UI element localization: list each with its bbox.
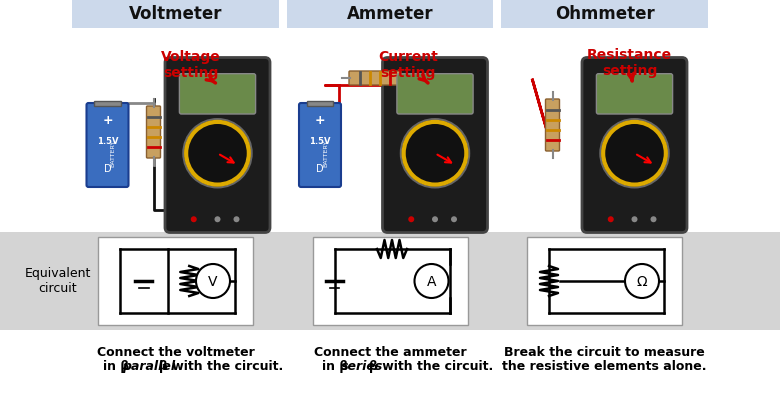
FancyBboxPatch shape (147, 106, 161, 158)
Circle shape (651, 216, 657, 222)
Text: β with the circuit.: β with the circuit. (159, 360, 283, 373)
FancyBboxPatch shape (87, 103, 129, 187)
Circle shape (196, 264, 230, 298)
Bar (72, 0, 279, 28)
Bar (94, 101, 121, 106)
Text: Voltmeter: Voltmeter (129, 5, 222, 23)
FancyBboxPatch shape (582, 58, 687, 232)
Text: series: series (341, 360, 383, 373)
Circle shape (632, 216, 637, 222)
Text: β with the circuit.: β with the circuit. (369, 360, 493, 373)
Circle shape (183, 119, 252, 188)
Text: Current
setting: Current setting (378, 50, 438, 83)
Text: Connect the voltmeter: Connect the voltmeter (97, 346, 254, 359)
Circle shape (451, 216, 457, 222)
Bar (501, 0, 708, 28)
Circle shape (401, 119, 470, 188)
Bar (501, 28, 708, 232)
Circle shape (414, 264, 448, 298)
Text: Break the circuit to measure: Break the circuit to measure (504, 346, 705, 359)
Text: Voltage
setting: Voltage setting (161, 50, 221, 83)
Circle shape (608, 216, 614, 222)
Text: D: D (316, 164, 324, 174)
Circle shape (233, 216, 239, 222)
Text: parallel: parallel (122, 360, 175, 373)
Text: Ohmmeter: Ohmmeter (555, 5, 654, 23)
Text: BATTERY: BATTERY (111, 139, 115, 167)
FancyBboxPatch shape (299, 103, 341, 187)
Text: A: A (427, 275, 436, 289)
Text: 1.5V: 1.5V (97, 136, 119, 146)
FancyBboxPatch shape (382, 58, 488, 232)
Circle shape (601, 119, 668, 188)
Bar (287, 0, 494, 28)
Text: +: + (314, 114, 325, 128)
FancyBboxPatch shape (545, 99, 559, 151)
FancyBboxPatch shape (179, 74, 256, 114)
FancyBboxPatch shape (597, 74, 672, 114)
Bar (307, 101, 333, 106)
Bar (527, 237, 682, 325)
Text: Resistance
setting: Resistance setting (587, 48, 672, 81)
Bar (0, 232, 780, 330)
Text: Connect the ammeter: Connect the ammeter (314, 346, 466, 359)
Bar (72, 28, 279, 232)
Circle shape (215, 216, 221, 222)
Text: +: + (102, 114, 113, 128)
Text: the resistive elements alone.: the resistive elements alone. (502, 360, 707, 373)
Text: Ω: Ω (636, 275, 647, 289)
FancyBboxPatch shape (349, 71, 401, 85)
Text: D: D (104, 164, 112, 174)
Circle shape (408, 216, 414, 222)
Text: in β: in β (103, 360, 129, 373)
Circle shape (432, 216, 438, 222)
FancyBboxPatch shape (165, 58, 270, 232)
Circle shape (625, 264, 659, 298)
Text: in β: in β (322, 360, 349, 373)
Bar (98, 237, 253, 325)
Text: Ammeter: Ammeter (346, 5, 434, 23)
Text: 1.5V: 1.5V (309, 136, 331, 146)
Bar (313, 237, 467, 325)
Text: Equivalent
circuit: Equivalent circuit (25, 267, 91, 295)
Bar (287, 28, 494, 232)
Text: V: V (208, 275, 218, 289)
Text: BATTERY: BATTERY (323, 139, 328, 167)
FancyBboxPatch shape (397, 74, 473, 114)
Circle shape (191, 216, 197, 222)
